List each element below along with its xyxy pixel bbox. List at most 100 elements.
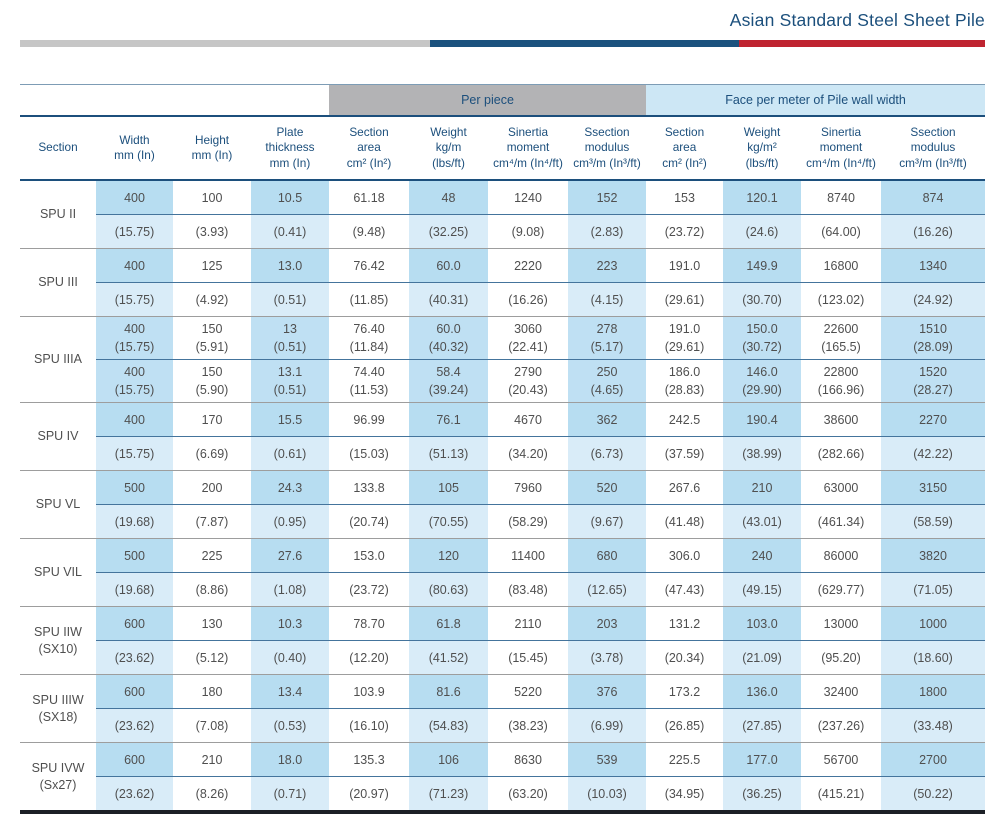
table-cell: (0.95) <box>251 504 329 539</box>
table-cell: 2270 <box>881 402 986 437</box>
table-cell: (58.29) <box>508 514 548 529</box>
table-cell: 153.0 <box>329 538 409 573</box>
table-cell: 267.6 <box>646 470 723 505</box>
table-cell: 2220 <box>488 248 568 283</box>
table-cell: 210 <box>723 470 801 505</box>
table-cell: (26.85) <box>664 718 705 733</box>
table-cell: (0.71) <box>251 776 329 812</box>
section-label: SPU IIIA <box>20 316 96 403</box>
table-row: SPU IIIA 400 (15.75) 150 (5.91) 13 (0.51) 76.40… <box>20 316 986 403</box>
column-header-section-area-wall: Section area cm² (In²) <box>646 116 723 181</box>
column-header-ssection-modulus-wall: Ssection modulus cm³/m (In³/ft) <box>881 116 986 181</box>
table-cell: 170 <box>173 402 251 437</box>
table-cell: 125 <box>173 248 251 283</box>
table-cell: 223 <box>568 248 646 283</box>
table-row: 400 (15.75) 150 (5.90) 13.1 (0.51) 74.40 (11.53… <box>20 359 986 403</box>
table-cell: (19.68) <box>96 572 173 607</box>
table-cell: 600 <box>96 674 173 709</box>
section-group: SPU VL 500 200 24.3 133.8 105 7960 520 267.6 210 6… <box>20 470 986 539</box>
table-cell: (4.92) <box>195 292 229 307</box>
table-cell: (1.08) <box>251 572 329 607</box>
table-cell: 150.0 (30.72) <box>723 316 801 360</box>
table-cell: (16.10) <box>349 718 389 733</box>
table-cell: 376 <box>568 674 646 709</box>
table-cell: 11400 <box>488 538 568 573</box>
table-cell: 8740 <box>801 180 881 215</box>
table-cell: 130 <box>173 606 251 641</box>
table-row: (15.75) (6.69) (0.61) (15.03) (51.13) (34.20)… <box>20 436 986 471</box>
table-cell: (123.02) <box>817 292 865 307</box>
table-cell: (10.03) <box>568 776 646 812</box>
table-cell: 400 <box>96 402 173 437</box>
table-cell: 131.2 <box>646 606 723 641</box>
table-row: (23.62) (5.12) (0.40) (12.20) (41.52) (15.45)… <box>20 640 986 675</box>
table-cell: (5.12) <box>195 650 229 665</box>
section-label: SPU VIL <box>20 538 96 607</box>
divider-navy-segment <box>430 40 739 47</box>
table-cell: 1520 (28.27) <box>881 359 986 403</box>
table-cell: 191.0 (29.61) <box>646 316 723 360</box>
section-label: SPU IIW (SX10) <box>20 606 96 675</box>
table-cell: (12.65) <box>568 572 646 607</box>
table-cell: 2790 (20.43) <box>508 364 548 397</box>
table-cell: (18.60) <box>881 640 986 675</box>
page-header: Asian Standard Steel Sheet Pile <box>20 10 985 47</box>
table-cell: 146.0 (29.90) <box>723 359 801 403</box>
table-cell: 203 <box>568 606 646 641</box>
table-cell: (8.26) <box>195 786 229 801</box>
table-cell: 400 <box>96 248 173 283</box>
table-cell: (33.48) <box>881 708 986 743</box>
section-group: SPU IVW (Sx27) 600 210 18.0 135.3 106 8630 539 22… <box>20 742 986 812</box>
table-cell: 38600 <box>801 402 881 437</box>
divider-red-segment <box>738 40 985 47</box>
table-row: SPU IIW (SX10) 600 130 10.3 78.70 61.8 2110 203 1… <box>20 606 986 675</box>
table-row: SPU VL 500 200 24.3 133.8 105 7960 520 267.6 210 6… <box>20 470 986 539</box>
section-label: SPU III <box>20 248 96 317</box>
table-cell: (83.48) <box>508 582 548 597</box>
table-cell: (34.95) <box>664 786 705 801</box>
table-cell: (16.26) <box>881 214 986 249</box>
sheet-pile-spec-table-wrap: Per piece Face per meter of Pile wall wi… <box>20 84 986 814</box>
table-cell: (0.61) <box>251 436 329 471</box>
column-header-section: Section <box>20 116 96 181</box>
table-row: (15.75) (4.92) (0.51) (11.85) (40.31) (16.26)… <box>20 282 986 317</box>
table-cell: 1340 <box>881 248 986 283</box>
table-cell: 539 <box>568 742 646 777</box>
table-cell: 500 <box>96 538 173 573</box>
table-cell: 3820 <box>881 538 986 573</box>
table-cell: (15.75) <box>96 214 173 249</box>
table-cell: 3060 (22.41) <box>488 316 568 360</box>
table-cell: (2.83) <box>568 214 646 249</box>
table-cell: (23.62) <box>96 708 173 743</box>
table-cell: (23.62) <box>96 776 173 812</box>
divider-gray-segment <box>20 40 431 47</box>
table-cell: (71.23) <box>409 776 488 812</box>
band-blank <box>20 84 329 117</box>
table-cell: 4670 <box>488 402 568 437</box>
table-cell: 362 <box>568 402 646 437</box>
section-label: SPU VL <box>20 470 96 539</box>
table-cell: 1240 <box>488 180 568 215</box>
table-cell: 106 <box>409 742 488 777</box>
table-cell: 173.2 <box>646 674 723 709</box>
table-cell: 153 <box>646 180 723 215</box>
table-cell: 13 (0.51) <box>251 316 329 360</box>
group-band-row: Per piece Face per meter of Pile wall wi… <box>20 84 986 117</box>
table-row: (19.68) (7.87) (0.95) (20.74) (70.55) (58.29)… <box>20 504 986 539</box>
table-row: (23.62) (7.08) (0.53) (16.10) (54.83) (38.23)… <box>20 708 986 743</box>
table-cell: 225.5 <box>646 742 723 777</box>
table-cell: (3.93) <box>195 224 229 239</box>
table-cell: 56700 <box>801 742 881 777</box>
table-cell: 10.3 <box>251 606 329 641</box>
table-cell: 86000 <box>801 538 881 573</box>
table-cell: 16800 <box>801 248 881 283</box>
table-cell: (51.13) <box>409 436 488 471</box>
section-label: SPU IVW (Sx27) <box>20 742 96 812</box>
table-cell: (16.26) <box>508 292 548 307</box>
table-cell: (20.97) <box>349 786 389 801</box>
table-cell: 191.0 <box>646 248 723 283</box>
table-cell: 61.8 <box>409 606 488 641</box>
table-cell: 60.0 (40.32) <box>409 316 488 360</box>
table-cell: 32400 <box>801 674 881 709</box>
table-cell: (40.31) <box>409 282 488 317</box>
